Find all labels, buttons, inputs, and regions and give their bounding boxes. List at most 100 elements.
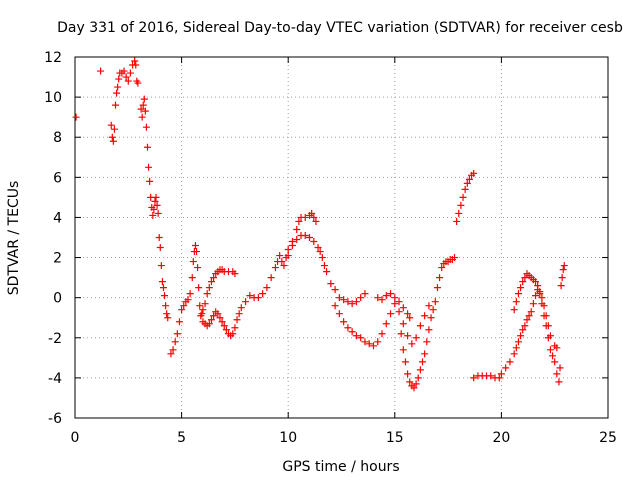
data-point (164, 314, 172, 322)
axis-ticks (74, 56, 609, 419)
data-point (529, 300, 537, 308)
data-point (259, 290, 267, 298)
data-point (110, 125, 118, 133)
data-point (138, 113, 146, 121)
data-point (97, 67, 105, 75)
x-tick-labels: 0 5 10 15 20 25 (71, 430, 617, 446)
data-point (534, 282, 542, 290)
y-tick-label: 2 (53, 251, 62, 267)
data-point (146, 177, 154, 185)
data-point (288, 238, 296, 246)
y-tick-label: 6 (53, 170, 62, 186)
data-point (331, 302, 339, 310)
data-point (519, 326, 527, 334)
data-point (433, 284, 441, 292)
y-tick-label: -6 (48, 411, 62, 427)
y-tick-label: 12 (44, 50, 62, 66)
data-point (344, 298, 352, 306)
data-point (267, 274, 275, 282)
data-point (301, 231, 309, 239)
data-point (521, 274, 529, 282)
data-point (542, 312, 550, 320)
data-point (115, 75, 123, 83)
data-point (335, 310, 343, 318)
data-point (156, 244, 164, 252)
x-tick-label: 5 (177, 430, 186, 446)
data-point (455, 209, 463, 217)
data-point (171, 338, 179, 346)
y-axis-label: SDTVAR / TECUs (6, 181, 22, 296)
data-point (157, 262, 165, 270)
data-point (361, 290, 369, 298)
data-point (429, 306, 437, 314)
data-point (254, 294, 262, 302)
data-point (189, 258, 197, 266)
data-point (126, 69, 134, 77)
x-axis-label: GPS time / hours (282, 459, 399, 475)
data-point (335, 294, 343, 302)
data-point (378, 296, 386, 304)
x-tick-label: 0 (71, 430, 80, 446)
data-point (151, 197, 159, 205)
data-point (406, 314, 414, 322)
data-point (143, 143, 151, 151)
data-point (184, 296, 192, 304)
data-point (154, 209, 162, 217)
data-point (397, 330, 405, 338)
data-point (242, 298, 250, 306)
data-point (348, 300, 356, 308)
data-point (404, 310, 412, 318)
data-point (222, 326, 230, 334)
data-point (502, 364, 510, 372)
data-point (344, 324, 352, 332)
data-point (150, 205, 158, 213)
data-point (374, 294, 382, 302)
data-point (510, 350, 518, 358)
data-point (276, 252, 284, 260)
data-point (72, 113, 80, 121)
data-point (540, 302, 548, 310)
y-tick-labels: -6 -4 -2 0 2 4 6 8 10 12 (44, 50, 62, 427)
data-point (263, 284, 271, 292)
data-point (191, 242, 199, 250)
x-tick-label: 20 (492, 430, 510, 446)
data-point (404, 332, 412, 340)
data-point (167, 350, 175, 358)
data-point (233, 316, 241, 324)
data-point (557, 282, 565, 290)
data-point (470, 374, 478, 382)
data-point (525, 312, 533, 320)
data-point (340, 296, 348, 304)
x-tick-label: 10 (279, 430, 297, 446)
data-point (453, 217, 461, 225)
data-point (188, 274, 196, 282)
data-point (536, 288, 544, 296)
data-point (410, 384, 418, 392)
data-point (399, 346, 407, 354)
data-point (399, 320, 407, 328)
data-point (395, 298, 403, 306)
data-point (122, 73, 130, 81)
data-point (506, 358, 514, 366)
data-point (320, 262, 328, 270)
data-point (203, 290, 211, 298)
data-point (280, 262, 288, 270)
data-point (173, 330, 181, 338)
data-point (369, 342, 377, 350)
data-point (436, 274, 444, 282)
y-tick-label: -4 (48, 371, 62, 387)
data-point (521, 322, 529, 330)
data-point (124, 77, 132, 85)
data-point (284, 246, 292, 254)
data-point (169, 346, 177, 354)
data-point (284, 252, 292, 260)
data-point (175, 318, 183, 326)
x-tick-label: 25 (599, 430, 617, 446)
data-point (558, 274, 566, 282)
data-point (196, 302, 204, 310)
data-point (162, 302, 170, 310)
data-point (308, 209, 316, 217)
chart-title: Day 331 of 2016, Sidereal Day-to-day VTE… (57, 20, 623, 36)
data-point (387, 290, 395, 298)
data-point (546, 346, 554, 354)
